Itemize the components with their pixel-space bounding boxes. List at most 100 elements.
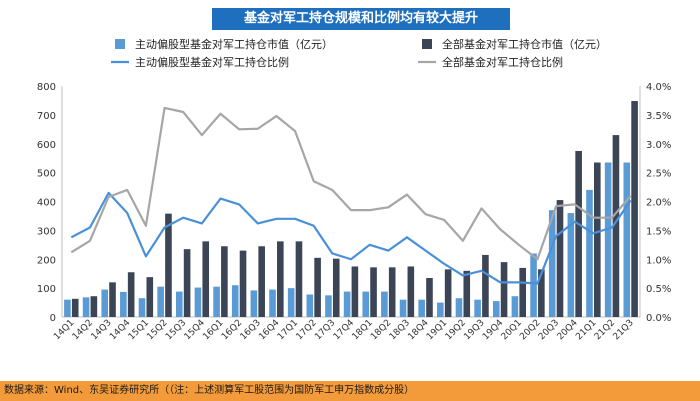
y-left-tick-label: 700	[37, 111, 56, 122]
x-tick-label: 17Q1	[276, 318, 300, 342]
bar-active-fund-value	[418, 299, 425, 317]
x-tick-label: 18Q3	[388, 318, 412, 342]
y-right-tick-label: 1.5%	[646, 226, 671, 237]
x-tick-label: 18Q2	[369, 318, 393, 342]
x-tick-label: 21Q1	[574, 318, 598, 342]
bar-all-fund-value	[482, 254, 489, 317]
x-tick-label: 20Q2	[518, 318, 542, 342]
x-tick-label: 14Q2	[71, 318, 95, 342]
bar-active-fund-value	[511, 296, 519, 317]
y-left-tick-label: 0	[50, 313, 56, 324]
bar-all-fund-value	[388, 267, 396, 317]
bar-all-fund-value	[351, 266, 359, 317]
y-left-tick-label: 800	[37, 82, 56, 93]
bar-all-fund-value	[90, 296, 98, 317]
y-right-tick-label: 0.5%	[646, 284, 671, 295]
bar-all-fund-value	[593, 162, 601, 317]
bar-active-fund-value	[623, 162, 631, 317]
bar-active-fund-value	[82, 297, 90, 317]
x-tick-label: 17Q2	[295, 318, 319, 342]
x-tick-label: 20Q1	[500, 318, 524, 342]
x-tick-label: 19Q2	[444, 318, 468, 342]
chart-canvas: 0 100 200 300 400 500 600 700 800 0.0% 0.5% 1.0% 1.5…	[37, 37, 672, 342]
legend-swatch	[115, 39, 125, 49]
x-tick-label: 17Q3	[313, 318, 337, 342]
bar-active-fund-value	[548, 210, 556, 317]
y-right-tick-label: 0.0%	[646, 313, 671, 324]
bar-active-fund-value	[306, 294, 314, 317]
y-left-tick-label: 100	[37, 284, 56, 295]
bar-active-fund-value	[194, 287, 202, 317]
x-tick-label: 16Q3	[239, 318, 263, 342]
bar-active-fund-value	[455, 298, 463, 317]
bar-all-fund-value	[127, 272, 135, 317]
bar-active-fund-value	[250, 290, 258, 317]
series-line-all-fund-ratio	[70, 106, 632, 261]
bar-active-fund-value	[437, 302, 444, 317]
bar-all-fund-value	[221, 246, 228, 317]
bar-all-fund-value	[500, 262, 508, 317]
bar-active-fund-value	[343, 291, 351, 317]
bar-all-fund-value	[332, 258, 340, 317]
y-right-tick-label: 2.0%	[646, 198, 671, 209]
x-tick-label: 19Q3	[462, 318, 486, 342]
bar-all-fund-value	[71, 298, 79, 317]
y-left-tick-label: 400	[37, 198, 56, 209]
x-tick-label: 15Q1	[127, 318, 151, 342]
bar-active-fund-value	[287, 288, 295, 318]
bar-all-fund-value	[426, 278, 433, 317]
y-left-tick-label: 300	[37, 226, 56, 237]
y-right-tick-label: 4.0%	[646, 82, 671, 93]
legend-label: 主动偏股型基金对军工持仓比例	[135, 55, 289, 69]
bar-active-fund-value	[120, 291, 127, 317]
bar-all-fund-value	[165, 213, 172, 317]
y-right-tick-label: 3.0%	[646, 140, 671, 151]
bar-active-fund-value	[175, 291, 183, 317]
bar-all-fund-value	[463, 270, 471, 317]
bar-active-fund-value	[157, 286, 164, 317]
bar-active-fund-value	[362, 291, 370, 317]
y-left-tick-label: 500	[37, 169, 56, 180]
bar-active-fund-value	[138, 298, 146, 317]
bar-all-fund-value	[109, 282, 116, 317]
y-right-tick-label: 1.0%	[646, 255, 671, 266]
bar-active-fund-value	[399, 299, 407, 317]
source-footer: 数据来源：Wind、东吴证券研究所（（注：上述测算军工股范围为国防军工申万指数成…	[0, 381, 700, 401]
bar-all-fund-value	[314, 257, 321, 317]
legend-swatch	[422, 39, 432, 49]
bar-all-fund-value	[538, 269, 545, 317]
chart-title: 基金对军工持仓规模和比例均有较大提升	[212, 8, 510, 30]
bar-all-fund-value	[575, 150, 582, 317]
bar-all-fund-value	[277, 241, 284, 317]
x-tick-label: 18Q1	[351, 318, 375, 342]
bar-active-fund-value	[492, 301, 500, 317]
series-line-active-fund-ratio	[70, 191, 632, 285]
y-left-tick-label: 600	[37, 140, 56, 151]
bar-active-fund-value	[325, 295, 332, 317]
bar-active-fund-value	[530, 253, 537, 317]
legend-label: 全部基金对军工持仓比例	[442, 55, 563, 69]
x-tick-label: 14Q3	[90, 318, 114, 342]
bar-all-fund-value	[370, 267, 377, 317]
y-right-tick-label: 3.5%	[646, 111, 671, 122]
x-tick-label: 15Q2	[145, 318, 169, 342]
bar-all-fund-value	[519, 267, 527, 317]
bar-active-fund-value	[586, 189, 593, 317]
bar-active-fund-value	[213, 286, 220, 317]
bar-all-fund-value	[202, 241, 210, 317]
bar-active-fund-value	[231, 285, 239, 317]
x-tick-label: 19Q1	[425, 318, 449, 342]
bar-all-fund-value	[239, 250, 247, 317]
x-tick-label: 16Q1	[201, 318, 225, 342]
bar-active-fund-value	[381, 291, 388, 317]
bar-active-fund-value	[567, 213, 575, 317]
bar-all-fund-value	[407, 266, 415, 317]
x-tick-label: 15Q3	[164, 318, 188, 342]
bar-all-fund-value	[612, 135, 620, 317]
bar-all-fund-value	[556, 200, 564, 317]
y-left-tick-label: 200	[37, 255, 56, 266]
bar-all-fund-value	[258, 246, 265, 317]
legend-label: 主动偏股型基金对军工持仓市值（亿元）	[135, 37, 333, 51]
bar-all-fund-value	[183, 249, 191, 317]
x-tick-label: 21Q3	[612, 318, 636, 342]
